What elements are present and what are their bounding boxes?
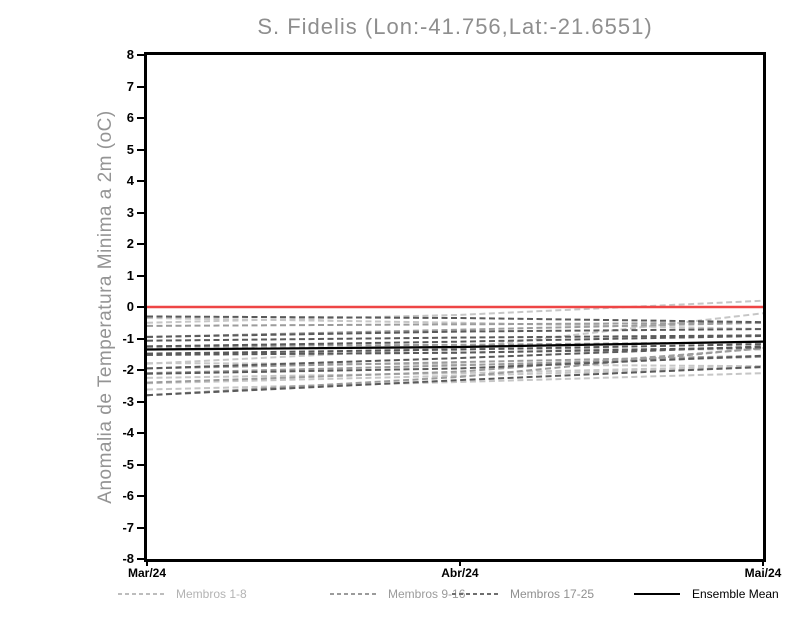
y-tick-label: 8 [126, 47, 134, 62]
x-tick-mark [762, 561, 764, 566]
y-tick-label: -2 [122, 362, 134, 377]
legend-label: Ensemble Mean [692, 587, 779, 601]
member-line [147, 334, 763, 342]
plot-svg [147, 299, 763, 397]
member-line [147, 365, 763, 397]
x-tick-mark [458, 561, 461, 566]
member-line [147, 343, 763, 355]
member-line [147, 346, 763, 356]
x-tick-label: Mai/24 [744, 566, 782, 580]
y-tick-label: -1 [122, 330, 134, 346]
member-line [147, 354, 763, 375]
y-tick-label: 6 [126, 110, 134, 125]
member-line [147, 372, 763, 391]
legend-entry-members-9-16: Membros 9-16 [330, 586, 465, 602]
y-tick-label: 0 [126, 299, 134, 314]
y-tick-mark [137, 369, 145, 371]
y-tick-mark [137, 558, 145, 560]
legend-label: Membros 9-16 [388, 587, 466, 601]
member-line [147, 362, 763, 368]
chart-title: S. Fidelis (Lon:-41.756,Lat:-21.6551) [257, 14, 653, 39]
x-tick-label: Mar/24 [127, 566, 167, 580]
member-line [147, 347, 763, 384]
y-tick-mark [137, 117, 145, 119]
y-tick-mark [137, 243, 145, 245]
y-tick-mark [137, 274, 145, 277]
legend-line-sample [634, 593, 680, 595]
x-tick-mark [146, 561, 148, 566]
member-line [147, 299, 763, 324]
y-tick-label: -4 [122, 425, 134, 440]
y-tick-mark [137, 85, 145, 88]
y-tick-label: -5 [122, 456, 134, 472]
legend-label: Membros 1-8 [176, 587, 247, 601]
member-line [147, 345, 763, 370]
y-tick-mark [137, 432, 145, 434]
legend-entry-ensemble-mean: Ensemble Mean [634, 586, 779, 602]
legend-line-sample [118, 593, 164, 595]
legend-line-sample [330, 593, 376, 595]
member-line [147, 321, 763, 327]
y-tick-label: 4 [126, 173, 134, 188]
legend-entry-members-1-8: Membros 1-8 [118, 586, 247, 602]
legend-entry-members-17-25: Membros 17-25 [452, 586, 594, 602]
y-tick-label: -6 [122, 488, 134, 503]
y-tick-mark [137, 337, 145, 340]
member-line [147, 315, 763, 324]
legend: Membros 1-8 Membros 9-16 Membros 17-25 E… [0, 586, 800, 606]
y-tick-mark [137, 306, 145, 308]
y-tick-mark [137, 495, 145, 497]
member-line [147, 328, 763, 338]
y-tick-label: -7 [122, 519, 134, 535]
y-tick-mark [137, 211, 145, 214]
y-tick-mark [137, 526, 145, 529]
y-tick-mark [137, 54, 145, 56]
x-tick-label: Abr/24 [441, 566, 479, 580]
y-tick-mark [137, 400, 145, 403]
plot-area [144, 52, 766, 562]
ensemble-mean-line [147, 340, 763, 351]
member-line [147, 365, 763, 379]
member-line [147, 334, 763, 348]
y-tick-mark [137, 463, 145, 466]
y-tick-mark [137, 148, 145, 151]
member-line [147, 346, 763, 397]
legend-label: Membros 17-25 [510, 587, 595, 601]
y-tick-label: -8 [122, 551, 134, 566]
legend-line-sample [452, 593, 498, 595]
y-tick-label: -3 [122, 393, 134, 409]
y-tick-label: 2 [126, 236, 134, 251]
y-tick-mark [137, 180, 145, 182]
member-line [147, 321, 763, 338]
y-tick-label: 1 [126, 267, 134, 283]
y-tick-label: 5 [126, 141, 134, 157]
y-tick-label: 3 [126, 204, 134, 220]
member-line [147, 317, 763, 331]
member-line [147, 366, 763, 385]
y-tick-label: 7 [126, 78, 134, 94]
